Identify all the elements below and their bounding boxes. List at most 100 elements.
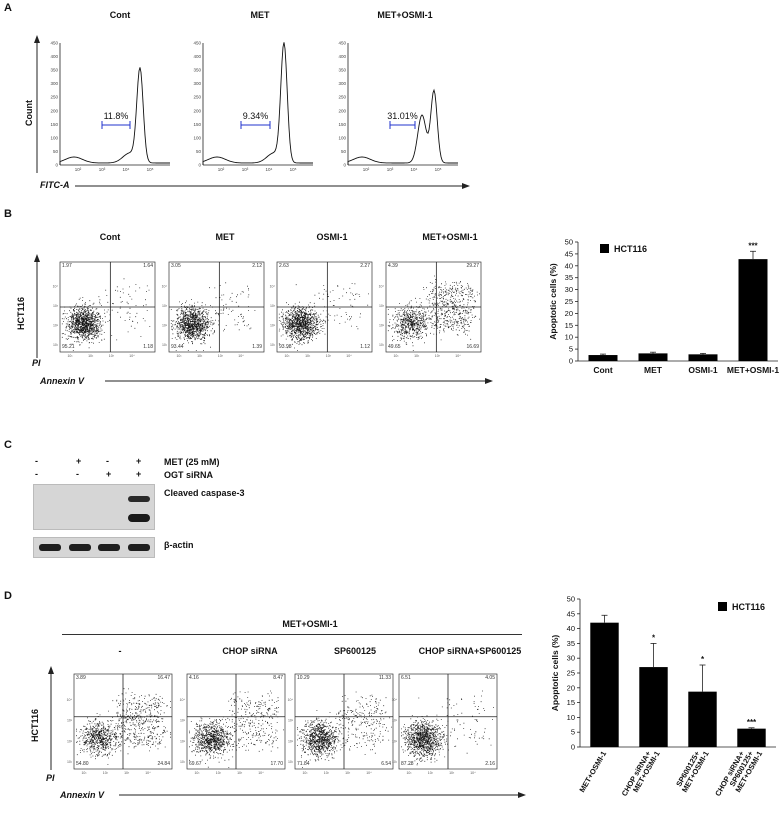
d-quadrant-ll-2: 69.67 — [189, 761, 202, 767]
dot-plot-events — [170, 282, 256, 351]
d-quadrant-lr-3: 6.54 — [381, 761, 391, 767]
panel-a-histograms: 450 400 350 300 250 200 150 100 50 0 10² 10³ 10⁴ 10⁵ 1… — [34, 35, 470, 189]
bar-y-tick-label: 5 — [571, 728, 575, 737]
hist-y-tick-label: 200 — [338, 108, 346, 113]
dot-y-tick-label: 10³ — [180, 719, 186, 723]
dot-y-tick-label: 10³ — [392, 719, 398, 723]
panel-b-x-axis-label: Annexin V — [40, 376, 85, 386]
hist-y-tick-label: 350 — [338, 68, 346, 73]
dot-x-tick-label: 10⁴ — [145, 771, 151, 775]
bar-y-tick-label: 45 — [565, 249, 573, 258]
panel-d-group-title: MET+OSMI-1 — [282, 619, 338, 629]
bar-category-label: OSMI-1 — [688, 365, 718, 375]
chart-b: 0 5 10 15 20 25 30 35 40 45 50 Apoptotic cells (%) C… — [548, 238, 779, 376]
cleaved-caspase-blot — [33, 484, 155, 530]
panel-a-title-2: MET — [250, 10, 270, 20]
panel-d-y-arrowhead — [48, 666, 54, 674]
dot-plot-events — [189, 690, 284, 768]
hist-y-tick-label: 150 — [50, 122, 58, 127]
hist-y-tick-label: 300 — [50, 81, 58, 86]
d-quadrant-lr-4: 2.16 — [485, 761, 495, 767]
panel-a-title-3: MET+OSMI-1 — [377, 10, 433, 20]
d-quadrant-ur-1: 16.47 — [157, 675, 170, 681]
hist-y-tick-label: 0 — [55, 163, 58, 168]
b-quadrant-ur-3: 2.27 — [360, 263, 370, 269]
c-row2-sign-3: + — [106, 469, 112, 479]
bar-category-label: Cont — [593, 365, 613, 375]
hist-y-tick-label: 150 — [193, 122, 201, 127]
bar-y-axis-label: Apoptotic cells (%) — [548, 263, 558, 340]
dot-x-tick-label: 10² — [414, 354, 420, 358]
bar — [638, 353, 668, 361]
panel-b-title-4: MET+OSMI-1 — [422, 232, 478, 242]
panel-d-scatter-plots: 10¹ 10¹ 10² 10² 10³ 10³ 10⁴ 10⁴ 10¹ 10¹ 10² 10² 10³ 1… — [48, 666, 526, 798]
dot-y-tick-label: 10³ — [379, 304, 385, 308]
bar — [590, 622, 619, 747]
dot-y-tick-label: 10⁴ — [392, 698, 398, 702]
d-quadrant-ur-4: 4.05 — [485, 675, 495, 681]
c-row1-sign-3: - — [106, 456, 109, 466]
significance-marker: *** — [747, 718, 757, 727]
hist-y-tick-label: 300 — [338, 81, 346, 86]
panel-a-x-arrowhead — [462, 183, 470, 189]
panel-b-x-arrowhead — [485, 378, 493, 384]
dot-x-tick-label: 10⁴ — [238, 354, 244, 358]
hist-y-tick-label: 0 — [198, 163, 201, 168]
d-quadrant-ll-4: 87.28 — [401, 761, 414, 767]
bar — [738, 259, 768, 361]
c-row2-sign-4: + — [136, 469, 142, 479]
hist-y-tick-label: 200 — [193, 108, 201, 113]
hist-y-tick-label: 200 — [50, 108, 58, 113]
actin-band-2 — [69, 544, 91, 551]
significance-marker: * — [701, 655, 705, 664]
hist-y-tick-label: 100 — [338, 135, 346, 140]
panel-a-title-1: Cont — [109, 10, 131, 20]
bar — [688, 354, 718, 361]
bar-y-tick-label: 30 — [567, 654, 575, 663]
dot-x-tick-label: 10³ — [218, 354, 224, 358]
hist-y-tick-label: 450 — [50, 41, 58, 46]
dot-y-tick-label: 10² — [392, 739, 398, 743]
dot-y-tick-label: 10¹ — [162, 343, 168, 347]
panel-d-row-label: HCT116 — [30, 708, 40, 742]
panel-d-x-arrowhead — [518, 792, 526, 798]
bar-y-tick-label: 20 — [565, 309, 573, 318]
dot-x-tick-label: 10² — [88, 354, 94, 358]
c-row1-sign-1: - — [35, 456, 38, 466]
dot-x-tick-label: 10¹ — [81, 771, 87, 775]
panel-b-title-3: OSMI-1 — [316, 232, 348, 242]
b-quadrant-ul-4: 4.39 — [388, 263, 398, 269]
dot-plot-events — [278, 283, 369, 351]
dot-y-tick-label: 10¹ — [288, 760, 294, 764]
b-quadrant-lr-3: 1.12 — [360, 344, 370, 350]
bar — [588, 355, 618, 361]
actin-band-4 — [128, 544, 150, 551]
c-row1-sign-4: + — [136, 456, 142, 466]
b-quadrant-lr-1: 1.18 — [143, 344, 153, 350]
dot-y-tick-label: 10¹ — [67, 760, 73, 764]
panel-c-label: C — [4, 439, 12, 451]
dot-y-tick-label: 10² — [379, 323, 385, 327]
hist-x-tick-label: 10⁴ — [411, 167, 418, 172]
gate-percent: 9.34% — [243, 111, 269, 121]
b-quadrant-ll-4: 49.65 — [388, 344, 401, 350]
b-quadrant-ul-3: 2.63 — [279, 263, 289, 269]
dot-y-tick-label: 10⁴ — [180, 698, 186, 702]
bar-y-tick-label: 10 — [565, 333, 573, 342]
b-quadrant-lr-4: 16.69 — [466, 344, 479, 350]
dot-x-tick-label: 10³ — [345, 771, 351, 775]
hist-y-tick-label: 150 — [338, 122, 346, 127]
dot-plot-events — [297, 691, 392, 768]
dot-x-tick-label: 10² — [216, 771, 222, 775]
dot-x-tick-label: 10⁴ — [258, 771, 264, 775]
dot-x-tick-label: 10³ — [124, 771, 130, 775]
dot-x-tick-label: 10² — [428, 771, 434, 775]
dot-x-tick-label: 10³ — [435, 354, 441, 358]
panel-d-y-axis-label: PI — [46, 773, 55, 783]
blot2-label: β-actin — [164, 540, 194, 550]
bar-category-label: MET+OSMI-1 — [577, 750, 608, 794]
panel-b-title-1: Cont — [99, 232, 121, 242]
panel-b-title-2: MET — [215, 232, 235, 242]
bar-y-tick-label: 35 — [567, 639, 575, 648]
d-quadrant-ll-3: 71.84 — [297, 761, 310, 767]
